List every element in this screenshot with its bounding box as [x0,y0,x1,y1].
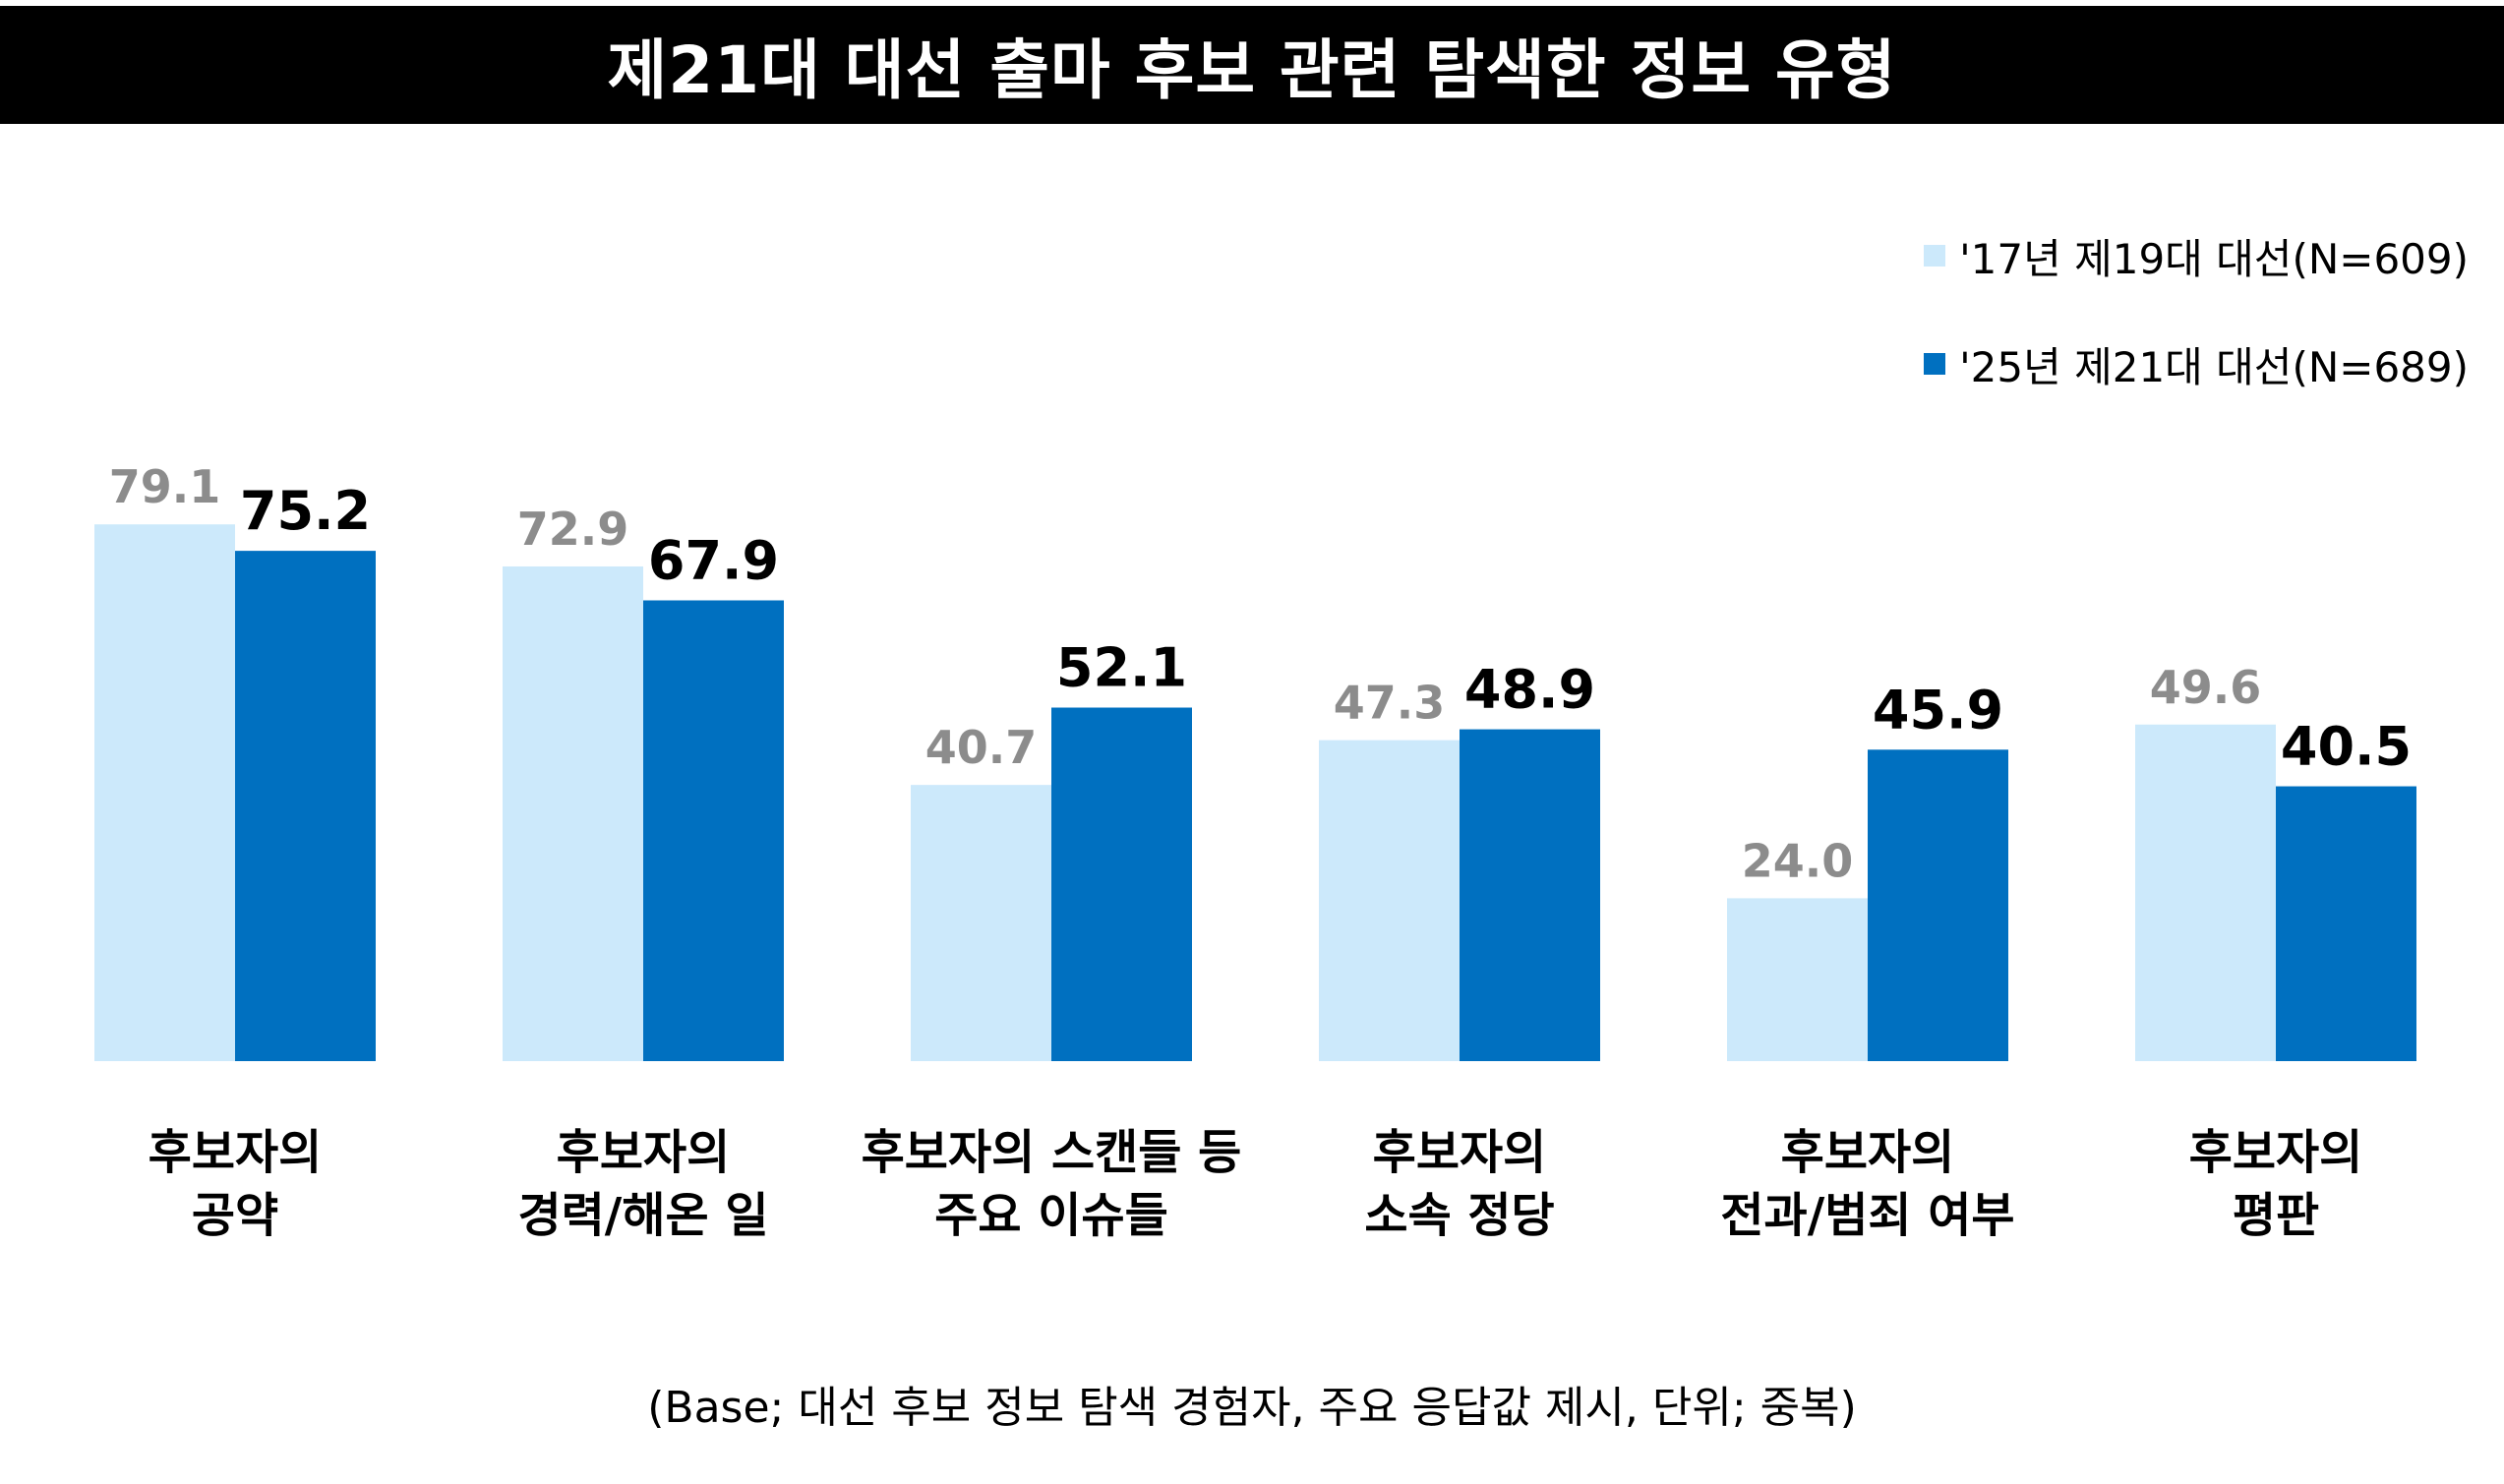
data-label-2017-0: 79.1 [109,460,221,513]
bar-2017-2 [911,785,1051,1061]
category-label-2-line-1: 주요 이슈들 [934,1188,1168,1243]
bar-2017-1 [503,565,643,1061]
data-label-2017-5: 49.6 [2150,661,2262,714]
category-label-5-line-1: 평판 [2233,1188,2319,1243]
legend-swatch-2017 [1924,245,1946,267]
legend-swatch-2025 [1924,353,1946,375]
legend-label-2025: '25년 제21대 대선(N=689) [1959,342,2469,391]
bar-2017-0 [94,524,235,1061]
category-label-5-line-0: 후보자의 [2189,1125,2363,1180]
title-bar: 제21대 대선 출마 후보 관련 탐색한 정보 유형 [0,6,2504,124]
legend-item-2025: '25년 제21대 대선(N=689) [1924,334,2469,393]
data-label-2025-5: 40.5 [2281,716,2412,778]
bar-2025-5 [2276,786,2416,1061]
category-label-2-line-0: 후보자의 스캔들 등 [862,1125,1242,1180]
data-label-2025-4: 45.9 [1873,679,2003,741]
bar-2025-2 [1051,707,1192,1061]
legend-label-2017: '17년 제19대 대선(N=609) [1959,234,2469,283]
chart-title: 제21대 대선 출마 후보 관련 탐색한 정보 유형 [607,32,1897,108]
data-label-2017-3: 47.3 [1334,677,1446,730]
legend-item-2017: '17년 제19대 대선(N=609) [1924,226,2469,285]
category-label-3-line-0: 후보자의 [1373,1125,1547,1180]
bar-2017-5 [2135,724,2276,1061]
category-label-0-line-1: 공약 [192,1188,278,1243]
bar-2025-0 [235,551,376,1061]
bar-2017-4 [1727,898,1868,1061]
category-label-4-line-0: 후보자의 [1781,1125,1955,1180]
category-label-1-line-0: 후보자의 [557,1125,731,1180]
data-label-2025-3: 48.9 [1464,659,1595,721]
data-label-2025-2: 52.1 [1056,637,1187,699]
data-label-2025-1: 67.9 [648,529,779,591]
data-label-2025-0: 75.2 [240,480,371,542]
data-label-2017-1: 72.9 [517,503,629,556]
category-label-4-line-1: 전과/범죄 여부 [1720,1188,2014,1243]
bar-2025-1 [643,600,784,1061]
category-label-3-line-1: 소속 정당 [1364,1188,1554,1243]
legend: '17년 제19대 대선(N=609) '25년 제21대 대선(N=689) [1924,226,2469,443]
bar-2017-3 [1319,740,1460,1061]
bar-2025-4 [1868,749,2008,1061]
footnote: (Base; 대선 후보 정보 탐색 경험자, 주요 응답값 제시, 단위; 중… [647,1383,1857,1433]
data-label-2017-2: 40.7 [925,721,1038,774]
category-label-1-line-1: 경력/해온 일 [517,1188,768,1243]
category-label-0-line-0: 후보자의 [149,1125,323,1180]
data-label-2017-4: 24.0 [1742,834,1854,887]
bar-2025-3 [1460,729,1600,1061]
